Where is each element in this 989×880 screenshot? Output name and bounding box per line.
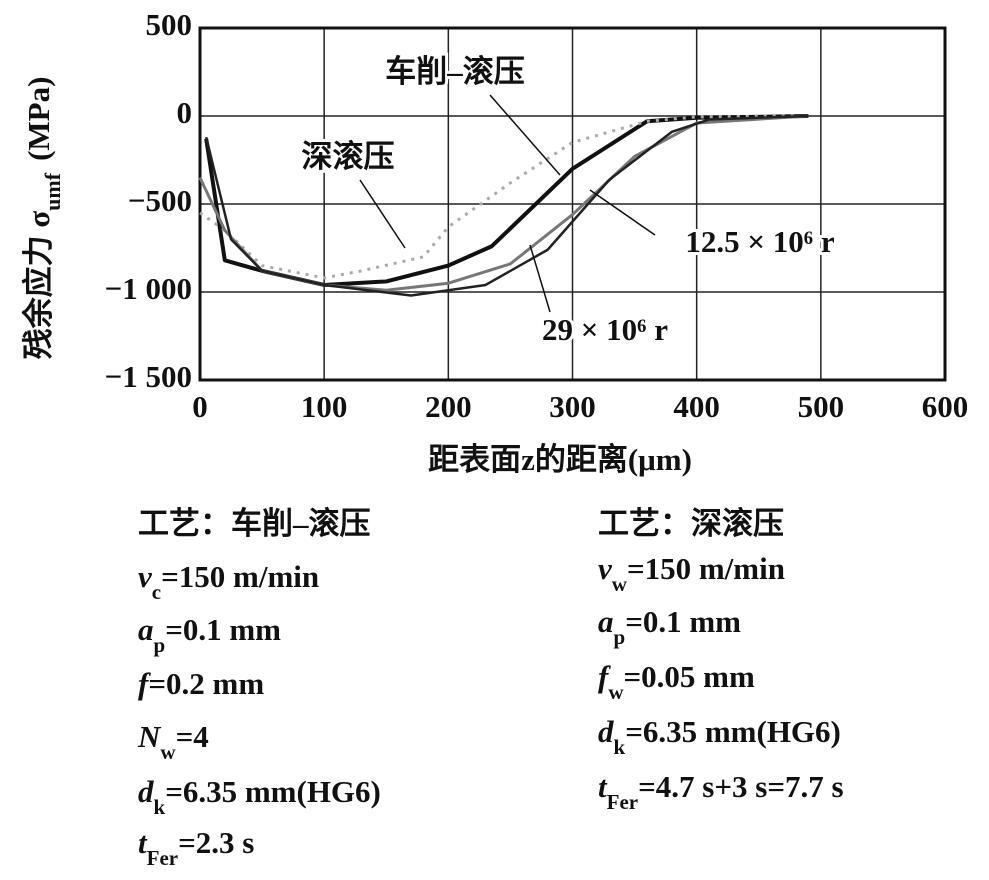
- param-symbol: a: [138, 612, 154, 647]
- y-tick-label: −1 500: [105, 359, 192, 394]
- param-sub: k: [614, 735, 626, 759]
- param-sub: w: [612, 572, 628, 596]
- param-sub: c: [152, 580, 161, 604]
- y-tick-label: −1 000: [105, 271, 192, 306]
- param-sub: w: [160, 740, 176, 764]
- y-tick-label: 0: [177, 95, 193, 130]
- y-label-unit: (MPa): [21, 77, 56, 161]
- param-line: f=0.2 mm: [138, 666, 264, 701]
- param-text: =4.7 s+3 s=7.7 s: [638, 769, 843, 804]
- params-title: 工艺：车削–滚压: [138, 506, 371, 541]
- param-sub: Fer: [607, 790, 638, 814]
- leader-line: [529, 244, 551, 313]
- param-symbol: f: [598, 659, 611, 694]
- param-line: dk=6.35 mm(HG6): [138, 774, 381, 819]
- y-tick-label: 500: [146, 7, 193, 42]
- param-text: =0.05 mm: [624, 659, 755, 694]
- series-line: [204, 114, 809, 297]
- param-symbol: d: [598, 714, 614, 749]
- x-tick-label: 500: [798, 389, 845, 424]
- param-text: =6.35 mm(HG6): [625, 714, 841, 749]
- param-symbol: N: [137, 719, 162, 754]
- x-axis-label: 距表面z的距离(μm): [428, 442, 692, 477]
- y-label-sub: umf: [40, 172, 65, 211]
- param-line: ap=0.1 mm: [598, 604, 741, 649]
- y-axis-label: 残余应力 σumf (MPa): [21, 77, 64, 360]
- param-symbol: t: [598, 769, 608, 804]
- param-line: fw=0.05 mm: [598, 659, 755, 704]
- leader-line: [489, 94, 561, 176]
- param-symbol: v: [598, 551, 613, 586]
- param-sub: w: [608, 680, 624, 704]
- param-text: =6.35 mm(HG6): [165, 774, 381, 809]
- plot-frame: [198, 26, 947, 382]
- param-text: =2.3 s: [178, 825, 254, 860]
- leader-line: [589, 189, 656, 236]
- param-sub: Fer: [147, 846, 178, 870]
- param-text: =0.1 mm: [165, 612, 281, 647]
- series-annotation: 12.5 × 10⁶ r: [685, 224, 834, 259]
- param-text: =0.2 mm: [148, 666, 264, 701]
- param-line: tFer=4.7 s+3 s=7.7 s: [598, 769, 844, 814]
- series-line: [204, 114, 809, 287]
- y-label-text: 残余应力 σ: [21, 211, 56, 360]
- leader-line: [359, 179, 406, 249]
- param-text: =0.1 mm: [625, 604, 741, 639]
- param-sub: p: [614, 625, 626, 649]
- param-text: =150 m/min: [627, 551, 785, 586]
- series-line: [198, 114, 809, 292]
- param-text: =4: [176, 719, 209, 754]
- param-text: =150 m/min: [161, 559, 319, 594]
- x-tick-label: 200: [425, 389, 472, 424]
- params-title: 工艺：深滚压: [598, 506, 784, 541]
- param-line: ap=0.1 mm: [138, 612, 281, 657]
- x-tick-label: 600: [922, 389, 969, 424]
- x-tick-label: 300: [549, 389, 596, 424]
- param-line: vc=150 m/min: [138, 559, 319, 604]
- series-line: [199, 114, 797, 280]
- y-tick-label: −500: [128, 183, 192, 218]
- x-tick-label: 0: [192, 389, 208, 424]
- series-annotation: 深滚压: [302, 139, 395, 174]
- param-sub: p: [154, 633, 166, 657]
- series-annotation: 29 × 10⁶ r: [542, 312, 668, 347]
- param-symbol: t: [138, 825, 148, 860]
- param-line: tFer=2.3 s: [138, 825, 254, 870]
- param-line: vw=150 m/min: [598, 551, 785, 596]
- param-symbol: d: [138, 774, 154, 809]
- param-sub: k: [154, 795, 166, 819]
- param-symbol: a: [598, 604, 614, 639]
- x-tick-label: 400: [673, 389, 720, 424]
- param-line: dk=6.35 mm(HG6): [598, 714, 841, 759]
- x-tick-label: 100: [301, 389, 348, 424]
- param-symbol: v: [138, 559, 153, 594]
- series-annotation: 车削–滚压: [385, 54, 525, 89]
- param-symbol: f: [138, 666, 151, 701]
- param-line: Nw=4: [137, 719, 209, 764]
